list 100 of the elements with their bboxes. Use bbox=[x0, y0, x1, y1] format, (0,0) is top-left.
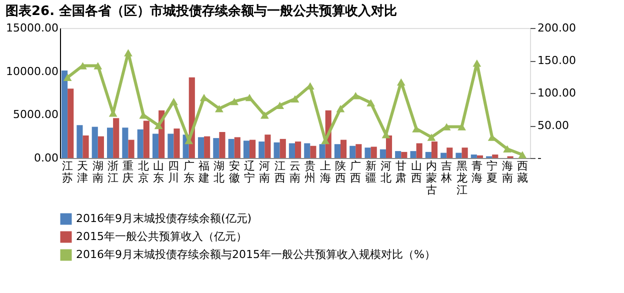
bar bbox=[462, 148, 468, 158]
bar bbox=[174, 128, 180, 158]
bar bbox=[416, 143, 422, 158]
point bbox=[366, 99, 375, 106]
x-tick-label: 云南 bbox=[290, 160, 300, 184]
x-tick-label: 广西 bbox=[350, 160, 362, 184]
bar bbox=[476, 155, 483, 158]
point bbox=[290, 95, 300, 102]
x-tick-label: 河南 bbox=[259, 160, 270, 184]
point bbox=[215, 104, 224, 112]
y2-tick-label: 150.00 bbox=[538, 54, 576, 67]
point bbox=[427, 134, 436, 141]
point bbox=[154, 122, 163, 130]
bar bbox=[425, 152, 432, 158]
bar bbox=[98, 136, 104, 158]
bar bbox=[356, 144, 362, 158]
bar bbox=[62, 70, 68, 158]
x-tick-label: 重庆 bbox=[122, 160, 134, 184]
bar bbox=[280, 138, 286, 158]
x-tick-label: 贵州 bbox=[304, 160, 316, 184]
x-tick-label: 吉林 bbox=[440, 160, 452, 184]
legend-label: 2015年一般公共预算收入（亿元） bbox=[76, 230, 247, 243]
point bbox=[518, 151, 527, 158]
x-tick-label: 江苏 bbox=[62, 160, 74, 184]
bar bbox=[228, 138, 234, 158]
bar bbox=[143, 120, 150, 158]
y-tick-label: 10000.00 bbox=[6, 64, 58, 78]
bar bbox=[395, 151, 402, 158]
x-tick-label: 福建 bbox=[198, 160, 210, 184]
x-tick-label: 北京 bbox=[138, 160, 149, 184]
bar bbox=[274, 142, 280, 158]
legend-label: 2016年9月末城投债存续余额(亿元) bbox=[76, 212, 252, 225]
bar bbox=[258, 142, 265, 158]
x-tick-label: 新疆 bbox=[365, 160, 376, 184]
bar bbox=[76, 125, 83, 158]
bar bbox=[440, 152, 447, 158]
x-tick-label: 内蒙古 bbox=[426, 160, 437, 196]
point bbox=[412, 125, 420, 132]
point bbox=[245, 94, 254, 102]
point bbox=[336, 104, 345, 112]
bar bbox=[456, 152, 462, 158]
bar bbox=[310, 146, 316, 158]
x-tick-label: 黑龙江 bbox=[456, 160, 468, 196]
bar bbox=[68, 88, 74, 158]
bar bbox=[122, 128, 128, 158]
bar bbox=[113, 118, 120, 158]
bar bbox=[152, 134, 159, 158]
bar bbox=[107, 128, 114, 158]
bar bbox=[380, 149, 386, 158]
bar bbox=[431, 142, 438, 158]
bar bbox=[92, 126, 98, 158]
point bbox=[94, 62, 102, 70]
bar bbox=[295, 142, 302, 158]
bar bbox=[350, 146, 356, 158]
y2-tick-label: 100.00 bbox=[538, 86, 576, 100]
x-tick-label: 安徽 bbox=[228, 160, 240, 184]
bar bbox=[386, 135, 392, 158]
x-tick-label: 西藏 bbox=[516, 160, 528, 184]
y-tick-label: 15000.00 bbox=[6, 22, 58, 34]
x-tick-label: 山东 bbox=[153, 160, 164, 184]
y2-tick-label: 50.00 bbox=[538, 119, 569, 132]
x-tick-label: 浙江 bbox=[108, 160, 119, 184]
x-tick-label: 海南 bbox=[502, 160, 513, 184]
bar bbox=[213, 138, 220, 158]
bar bbox=[340, 140, 347, 158]
x-tick-label: 广东 bbox=[183, 160, 194, 184]
x-tick-label: 四川 bbox=[168, 160, 180, 184]
point bbox=[503, 145, 512, 153]
legend-label: 2016年9月末城投债存续余额与2015年一般公共预算收入规模对比（%） bbox=[76, 248, 436, 261]
x-tick-label: 山西 bbox=[410, 160, 422, 184]
bar bbox=[82, 135, 89, 158]
point bbox=[396, 78, 406, 86]
x-tick-label: 青海 bbox=[471, 160, 482, 184]
bar bbox=[319, 144, 326, 158]
bar bbox=[264, 134, 271, 158]
bar bbox=[410, 151, 416, 158]
bar bbox=[334, 144, 340, 158]
bar bbox=[243, 140, 250, 158]
x-tick-label: 宁夏 bbox=[486, 160, 498, 184]
bar bbox=[137, 129, 144, 158]
point bbox=[472, 59, 482, 67]
point bbox=[63, 74, 72, 82]
x-tick-label: 天津 bbox=[77, 160, 88, 184]
y-tick-label: 0.00 bbox=[34, 152, 58, 164]
bar bbox=[234, 137, 240, 158]
point bbox=[124, 49, 132, 56]
point bbox=[260, 111, 269, 119]
x-tick-label: 湖北 bbox=[214, 160, 225, 184]
bar bbox=[401, 152, 408, 158]
x-tick-label: 辽宁 bbox=[244, 160, 256, 184]
bar bbox=[470, 154, 477, 158]
x-tick-label: 湖南 bbox=[92, 160, 104, 184]
bar bbox=[492, 154, 498, 158]
bar bbox=[288, 143, 295, 158]
y-tick-label: 5000.00 bbox=[13, 108, 58, 122]
point bbox=[170, 98, 178, 106]
bar bbox=[370, 146, 377, 158]
bar bbox=[219, 132, 226, 158]
bar bbox=[204, 136, 210, 158]
x-tick-label: 陕西 bbox=[334, 160, 346, 184]
